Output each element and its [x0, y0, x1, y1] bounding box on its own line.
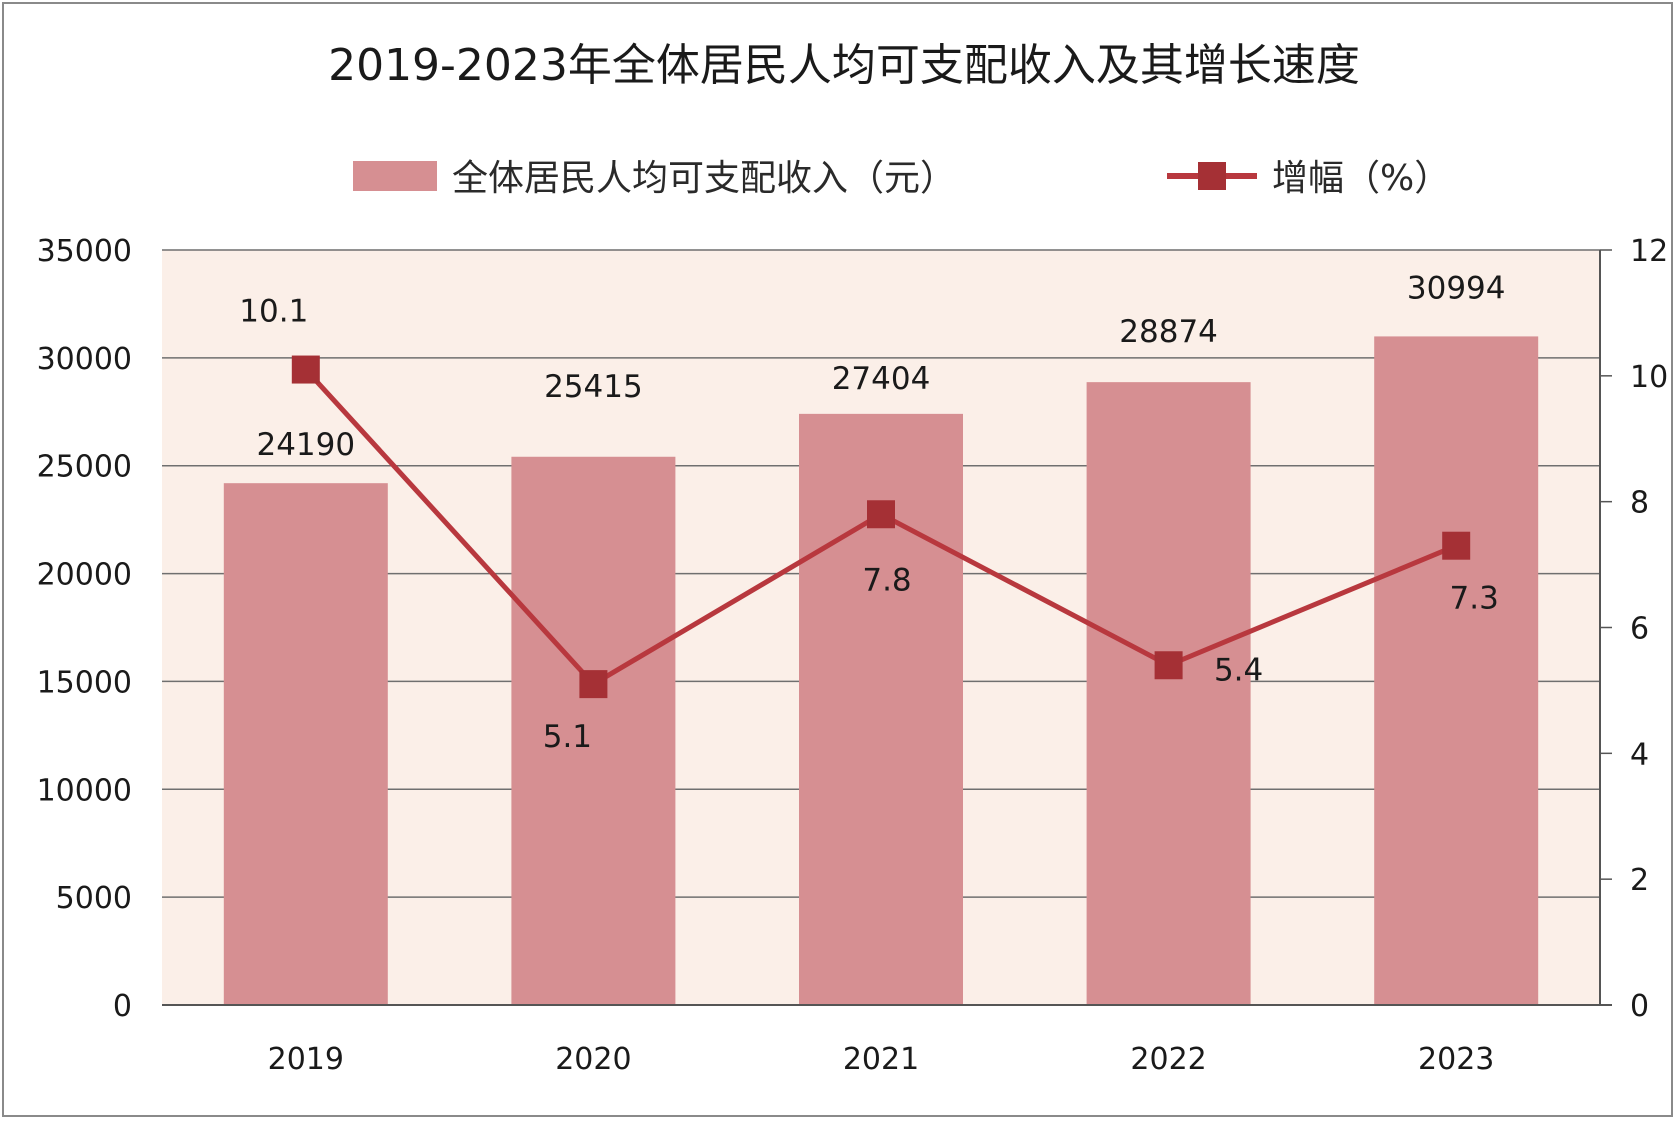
- legend-line-label: 增幅（%）: [1272, 158, 1450, 199]
- legend-bar-swatch: [353, 161, 437, 191]
- bar-value-label-2020: 25415: [544, 369, 643, 405]
- bar-2020: [511, 456, 676, 1005]
- growth-value-label-2019: 10.1: [239, 294, 308, 330]
- line-series: [291, 355, 1471, 699]
- y-right-tick-label: 12: [1630, 234, 1668, 269]
- y-left-tick-label: 20000: [37, 558, 132, 593]
- bar-2019: [223, 483, 388, 1005]
- bar-value-label-2022: 28874: [1119, 314, 1218, 350]
- bar-value-label-2019: 24190: [256, 427, 355, 463]
- x-tick-label-2020: 2020: [555, 1042, 631, 1077]
- y-left-tick-label: 10000: [37, 773, 132, 808]
- y-right-tick-label: 2: [1630, 863, 1649, 898]
- bar-2022: [1086, 382, 1251, 1005]
- x-tick-label-2021: 2021: [843, 1042, 919, 1077]
- growth-value-label-2020: 5.1: [543, 719, 592, 755]
- y-left-tick-label: 25000: [37, 450, 132, 485]
- chart-canvas: 0 5000 10000 15000 20000 25000 30000 35000 0 2 4 6 8…: [37, 40, 1669, 1077]
- growth-marker-2022: [1154, 651, 1183, 680]
- growth-value-label-2023: 7.3: [1450, 581, 1499, 617]
- axes: 0 5000 10000 15000 20000 25000 30000 35000 0 2 4 6 8…: [37, 234, 1669, 1077]
- y-left-tick-label: 15000: [37, 665, 132, 700]
- y-right-tick-label: 4: [1630, 737, 1649, 772]
- bar-series: [223, 336, 1539, 1005]
- growth-value-label-2022: 5.4: [1214, 652, 1263, 688]
- growth-marker-2021: [867, 500, 895, 529]
- y-right-tick-label: 10: [1630, 360, 1668, 395]
- growth-marker-2023: [1442, 531, 1471, 560]
- growth-marker-2019: [291, 355, 320, 384]
- growth-marker-2020: [579, 670, 608, 699]
- y-left-tick-label: 30000: [37, 342, 132, 377]
- data-labels: 24190 25415 27404 28874 30994 10.1 5.1 7.8 5.4 7.…: [239, 270, 1505, 755]
- y-right-tick-label: 6: [1630, 612, 1649, 647]
- y-left-tick-label: 35000: [37, 234, 132, 269]
- x-tick-label-2023: 2023: [1418, 1042, 1494, 1077]
- growth-value-label-2021: 7.8: [862, 562, 911, 598]
- y-left-tick-label: 5000: [56, 881, 132, 916]
- bar-value-label-2023: 30994: [1407, 270, 1506, 306]
- x-tick-label-2019: 2019: [268, 1042, 344, 1077]
- y-right-tick-label: 0: [1630, 989, 1649, 1024]
- x-tick-label-2022: 2022: [1130, 1042, 1206, 1077]
- bar-2023: [1374, 336, 1539, 1005]
- y-left-tick-label: 0: [113, 989, 132, 1024]
- chart-title: 2019-2023年全体居民人均可支配收入及其增长速度: [328, 40, 1360, 91]
- bar-value-label-2021: 27404: [832, 361, 931, 397]
- legend: 全体居民人均可支配收入（元） 增幅（%）: [353, 158, 1450, 199]
- legend-line-marker: [1198, 162, 1226, 190]
- legend-bar-label: 全体居民人均可支配收入（元）: [452, 158, 956, 199]
- y-right-tick-label: 8: [1630, 486, 1649, 521]
